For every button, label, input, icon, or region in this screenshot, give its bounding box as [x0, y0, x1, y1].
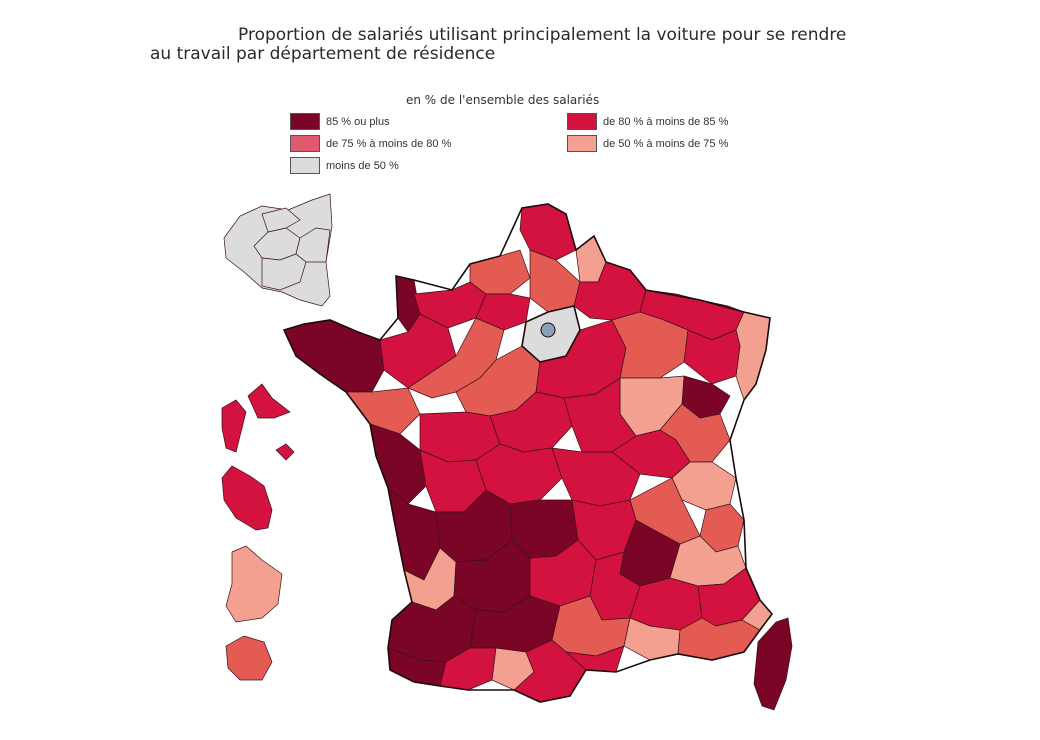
- ile-de-france-outline: [521, 305, 581, 363]
- legend-item-80-85: de 80 % à moins de 85 %: [567, 113, 728, 130]
- legend-title: en % de l'ensemble des salariés: [406, 93, 600, 107]
- legend-label: moins de 50 %: [326, 159, 399, 172]
- dept-aisne: [529, 249, 581, 313]
- legend-label: 85 % ou plus: [326, 115, 390, 128]
- france-outline: [282, 203, 774, 703]
- inset-dept-92: [261, 207, 301, 233]
- paris-marker: [540, 322, 556, 338]
- dept-ain: [671, 461, 737, 511]
- legend-swatch: [290, 113, 320, 130]
- dept-nord: [519, 203, 577, 261]
- map-title-line2: au travail par département de résidence: [150, 44, 496, 64]
- legend-label: de 75 % à moins de 80 %: [326, 137, 452, 150]
- guadeloupe-basse-terre: [221, 399, 247, 453]
- dept-herault: [564, 645, 625, 673]
- guyane: [225, 545, 283, 623]
- paris-inset: [223, 193, 333, 307]
- legend-item-50-75: de 50 % à moins de 75 %: [567, 135, 728, 152]
- legend-swatch: [290, 135, 320, 152]
- legend-label: de 80 % à moins de 85 %: [603, 115, 729, 128]
- legend-swatch: [290, 157, 320, 174]
- guadeloupe-grande-terre: [247, 383, 291, 419]
- la-reunion: [225, 635, 273, 681]
- dept-loire-atlantique: [345, 387, 421, 435]
- inset-dept-94: [261, 253, 307, 291]
- legend: 85 % ou plus de 80 % à moins de 85 % de …: [290, 113, 810, 179]
- guadeloupe-marie-galante: [275, 443, 295, 461]
- legend-swatch: [567, 135, 597, 152]
- dept-vosges: [683, 329, 741, 385]
- legend-item-under-50: moins de 50 %: [290, 157, 399, 174]
- map-title-line1: Proportion de salariés utilisant princip…: [238, 25, 847, 45]
- legend-item-75-80: de 75 % à moins de 80 %: [290, 135, 451, 152]
- legend-item-85-plus: 85 % ou plus: [290, 113, 390, 130]
- map-title: Proportion de salariés utilisant princip…: [150, 26, 910, 64]
- martinique: [221, 465, 273, 531]
- dept-finistere-cotes: [283, 319, 385, 393]
- legend-swatch: [567, 113, 597, 130]
- legend-label: de 50 % à moins de 75 %: [603, 137, 729, 150]
- corse: [753, 617, 793, 711]
- metropole: [283, 203, 773, 703]
- dept-marne: [611, 311, 689, 379]
